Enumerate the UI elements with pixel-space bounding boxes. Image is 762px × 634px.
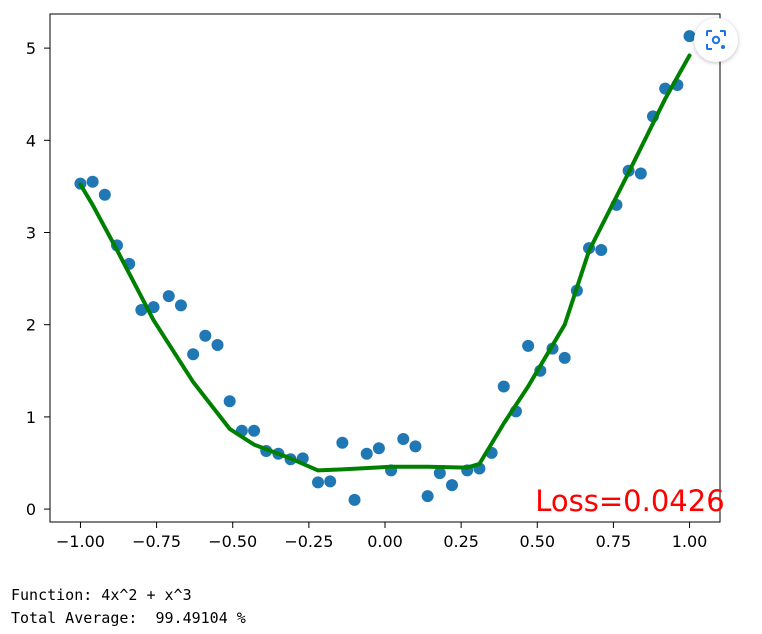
data-point: [446, 479, 458, 492]
data-point: [595, 244, 608, 257]
x-tick-label: −1.00: [56, 532, 105, 551]
x-tick-label: 0.00: [367, 532, 403, 551]
data-point: [360, 447, 373, 460]
data-point: [312, 476, 324, 489]
data-point: [683, 30, 696, 43]
y-tick-label: 3: [26, 224, 36, 243]
data-point: [336, 436, 349, 449]
x-tick-label: 0.75: [596, 532, 632, 551]
data-point: [522, 339, 535, 352]
data-point: [211, 338, 224, 351]
x-tick-label: 1.00: [672, 532, 708, 551]
loss-annotation: Loss=0.0426: [535, 484, 724, 518]
data-point: [324, 475, 337, 488]
x-tick-label: −0.25: [284, 532, 333, 551]
data-point: [421, 490, 434, 503]
plot-area: [49, 13, 721, 523]
average-output: Total Average: 99.49104 %: [11, 609, 246, 627]
data-point: [135, 303, 148, 316]
data-point: [248, 424, 261, 437]
y-tick-label: 0: [26, 500, 36, 519]
data-point: [199, 329, 212, 342]
data-point: [634, 167, 647, 180]
x-tick-label: −0.50: [208, 532, 257, 551]
data-point: [433, 467, 446, 480]
chart: −1.00 −0.75 −0.50 −0.25 0.00 0.25 0.50 0.75 1.00…: [26, 13, 725, 551]
data-point: [372, 442, 385, 455]
x-tick-label: −0.75: [132, 532, 181, 551]
data-point: [223, 395, 236, 408]
data-point: [86, 175, 99, 188]
data-point: [162, 290, 175, 303]
lens-icon: [706, 30, 726, 50]
x-tick-label: 0.25: [443, 532, 479, 551]
fit-line-series: [78, 53, 692, 473]
data-point: [187, 348, 200, 361]
y-tick-label: 4: [26, 131, 36, 150]
data-point: [348, 493, 361, 506]
lens-button[interactable]: [694, 18, 738, 62]
fit-line: [78, 53, 692, 473]
data-point: [497, 380, 510, 393]
data-point: [409, 440, 422, 453]
data-point: [558, 351, 571, 364]
data-point: [397, 433, 410, 446]
x-axis: −1.00 −0.75 −0.50 −0.25 0.00 0.25 0.50 0.75 1.00: [56, 522, 707, 551]
y-tick-label: 2: [26, 316, 36, 335]
data-point: [174, 299, 187, 312]
y-axis: 0 1 2 3 4 5: [26, 39, 50, 519]
y-tick-label: 5: [26, 39, 36, 58]
y-tick-label: 1: [26, 408, 36, 427]
x-tick-label: 0.50: [519, 532, 555, 551]
data-point: [98, 188, 111, 201]
function-output: Function: 4x^2 + x^3: [11, 586, 192, 604]
